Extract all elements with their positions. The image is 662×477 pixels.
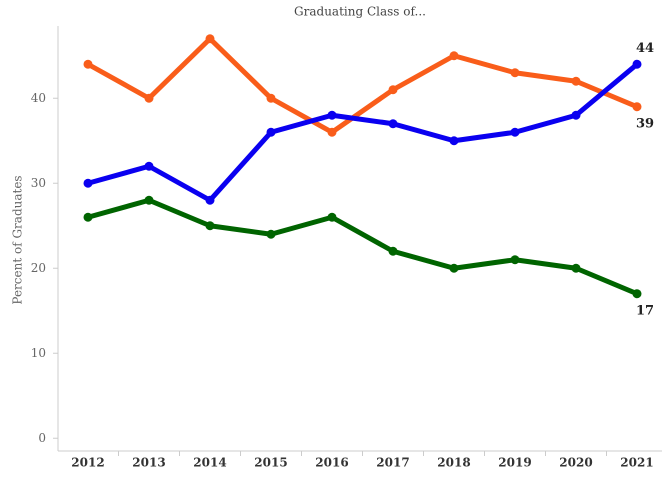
- series-line: [86, 36, 638, 135]
- chart-title: Graduating Class of...: [294, 5, 426, 19]
- data-point: [144, 93, 154, 103]
- data-point: [449, 263, 459, 273]
- data-point: [83, 178, 93, 188]
- data-point: [388, 119, 398, 129]
- data-point: [571, 263, 581, 273]
- data-point: [632, 59, 642, 69]
- x-tick-label: 2021: [620, 456, 653, 470]
- y-tick-label: 40: [31, 91, 46, 105]
- data-point: [83, 212, 93, 222]
- y-tick-label: 10: [31, 346, 46, 360]
- data-point: [632, 102, 642, 112]
- data-point: [327, 110, 337, 120]
- data-point: [266, 127, 276, 137]
- data-point: [449, 51, 459, 61]
- data-point: [510, 127, 520, 137]
- data-point: [510, 255, 520, 265]
- data-point: [510, 68, 520, 78]
- end-label: 17: [636, 303, 654, 318]
- x-tick-label: 2014: [193, 456, 226, 470]
- data-point: [205, 34, 215, 44]
- data-point: [144, 161, 154, 171]
- x-tick-label: 2017: [376, 456, 409, 470]
- data-point: [327, 127, 337, 137]
- data-point: [266, 93, 276, 103]
- y-tick-label: 20: [31, 261, 46, 275]
- data-point: [83, 59, 93, 69]
- data-point: [632, 289, 642, 299]
- data-point: [327, 212, 337, 222]
- x-tick-label: 2018: [437, 456, 470, 470]
- y-axis-label: Percent of Graduates: [11, 175, 25, 304]
- y-tick-label: 0: [38, 431, 46, 445]
- x-tick-label: 2020: [559, 456, 592, 470]
- series-line: [87, 197, 638, 297]
- data-point: [571, 110, 581, 120]
- end-label: 44: [636, 41, 654, 56]
- end-label: 39: [636, 116, 654, 131]
- data-point: [571, 76, 581, 86]
- data-point: [144, 195, 154, 205]
- x-tick-label: 2016: [315, 456, 348, 470]
- x-tick-label: 2015: [254, 456, 287, 470]
- data-point: [449, 136, 459, 146]
- y-tick-label: 30: [31, 176, 46, 190]
- x-tick-label: 2013: [132, 456, 165, 470]
- x-tick-label: 2019: [498, 456, 531, 470]
- series-line: [87, 62, 639, 203]
- data-point: [388, 246, 398, 256]
- x-tick-label: 2012: [71, 456, 104, 470]
- data-point: [205, 195, 215, 205]
- data-point: [388, 85, 398, 95]
- data-point: [266, 229, 276, 239]
- data-point: [205, 221, 215, 231]
